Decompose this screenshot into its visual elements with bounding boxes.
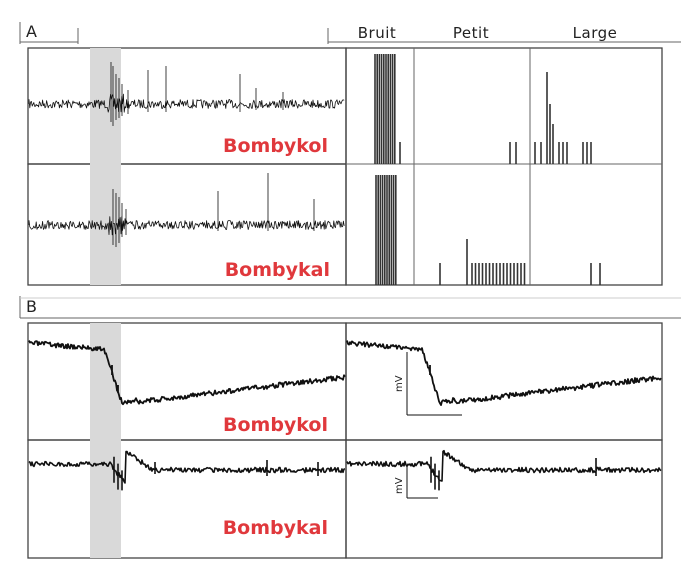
odor-label-a-bombykol: Bombykol: [223, 135, 328, 157]
spike-trace-bombykal: [28, 173, 345, 247]
panel-a-letter: A: [26, 22, 37, 41]
potential-trace-bombykol-zoom: [346, 340, 662, 406]
spike-trace-bombykol: [28, 62, 345, 126]
potential-trace-bombykal-zoom: [346, 449, 662, 491]
scale-bar-row2: mV: [394, 466, 438, 499]
scale-unit-row2: mV: [394, 477, 405, 494]
column-header-bruit: Bruit: [358, 24, 397, 42]
potential-trace-bombykal: [28, 450, 346, 491]
panel-b: [27, 322, 663, 559]
odor-label-b-bombykol: Bombykol: [223, 414, 328, 436]
column-header-large: Large: [573, 24, 618, 42]
spike-histogram-bombykal: [375, 175, 601, 285]
column-header-petit: Petit: [453, 24, 489, 42]
panel-b-row2-zoom-frame: [345, 439, 663, 559]
odor-label-b-bombykal: Bombykal: [223, 517, 328, 539]
stimulus-band-panel-b: [90, 323, 121, 558]
panel-b-letter: B: [26, 297, 37, 316]
spike-histogram-bombykol: [374, 54, 592, 164]
potential-trace-bombykol: [28, 340, 346, 406]
odor-label-a-bombykal: Bombykal: [225, 259, 330, 281]
scale-unit-row1: mV: [394, 375, 405, 392]
scale-bar-row1: mV: [394, 352, 462, 416]
